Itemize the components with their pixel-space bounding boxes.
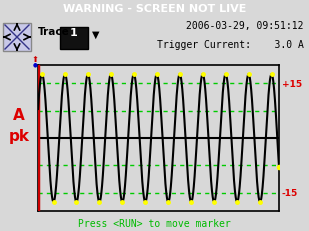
Text: ⬆: ⬆ — [32, 55, 38, 63]
Text: ●: ● — [32, 62, 37, 67]
Bar — [3, 24, 31, 52]
Text: WARNING - SCREEN NOT LIVE: WARNING - SCREEN NOT LIVE — [63, 4, 246, 14]
Bar — [60, 28, 88, 50]
Text: Trigger Current:    3.0 A: Trigger Current: 3.0 A — [157, 40, 304, 50]
Text: 2006-03-29, 09:51:12: 2006-03-29, 09:51:12 — [187, 21, 304, 31]
Text: Trace: Trace — [38, 27, 70, 37]
Text: +15: +15 — [282, 79, 302, 88]
Text: 1: 1 — [70, 28, 78, 38]
Text: -15: -15 — [282, 188, 298, 198]
Text: pk: pk — [9, 128, 29, 143]
Text: ▼: ▼ — [92, 30, 99, 40]
Text: Press <RUN> to move marker: Press <RUN> to move marker — [78, 218, 231, 228]
Text: A: A — [13, 107, 25, 122]
